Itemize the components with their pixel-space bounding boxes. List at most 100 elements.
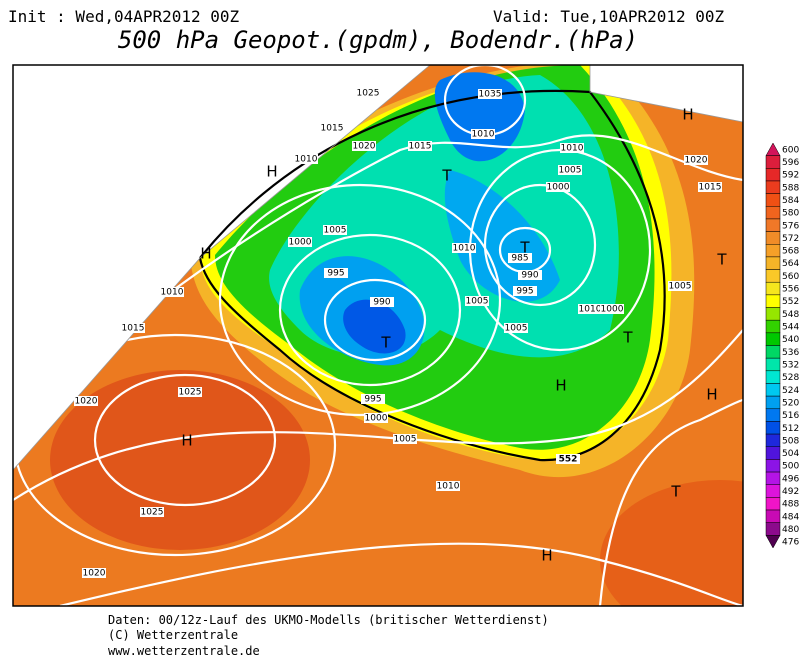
colorbar-label: 508 — [782, 436, 799, 446]
isobar-label: 1015 — [699, 183, 722, 193]
isobar-label-bg — [478, 89, 502, 99]
isobar — [218, 183, 502, 417]
valid-time: Valid: Tue,10APR2012 00Z — [493, 7, 725, 26]
isobar-label: 1025 — [357, 89, 380, 99]
isobar-label-bg — [364, 413, 388, 423]
isobar-label: 1005 — [466, 297, 489, 307]
colorbar-label: 584 — [782, 196, 799, 206]
footer-line: Daten: 00/12z-Lauf des UKMO-Modells (bri… — [108, 613, 549, 627]
colorbar-label: 532 — [782, 360, 799, 370]
colorbar-label: 484 — [782, 512, 799, 522]
isobar — [93, 373, 277, 507]
colorbar-label: 536 — [782, 348, 799, 358]
isobar-label-bg — [288, 237, 312, 247]
colorbar-label: 552 — [782, 297, 799, 307]
colorbar-label: 596 — [782, 158, 799, 168]
isobar-label: 1015 — [321, 124, 344, 134]
map-field — [12, 64, 744, 607]
isobar-label-bg — [320, 123, 344, 133]
colorbar-swatch — [765, 307, 781, 321]
isobar-label: 1005 — [324, 226, 347, 236]
colorbar-label: 568 — [782, 247, 799, 257]
colorbar-swatch — [765, 294, 781, 308]
colorbar-swatch — [765, 408, 781, 422]
colorbar-swatch — [765, 142, 781, 156]
colorbar-label: 524 — [782, 386, 799, 396]
colorbar-swatch — [765, 231, 781, 245]
isobar-label-bg — [393, 434, 417, 444]
isobar-label: 1020 — [353, 142, 376, 152]
colorbar-swatch — [765, 332, 781, 346]
isobar-label-bg — [452, 243, 476, 253]
colorbar-swatch — [765, 497, 781, 511]
colorbar-swatch — [765, 433, 781, 447]
colorbar-label: 564 — [782, 259, 799, 269]
colorbar-label: 592 — [782, 171, 799, 181]
colorbar-label: 492 — [782, 487, 799, 497]
colorbar-swatch — [765, 281, 781, 296]
isobar-label: 1010 — [295, 155, 318, 165]
pressure-center: H — [706, 386, 717, 404]
isobar-label-bg — [361, 394, 385, 404]
pressure-center: T — [622, 329, 633, 347]
isobar-label-bg — [178, 387, 202, 397]
colorbar-swatch — [765, 370, 781, 384]
pressure-center: T — [519, 239, 530, 257]
init-time: Init : Wed,04APR2012 00Z — [8, 7, 240, 26]
isobar-label: 1000 — [601, 305, 624, 315]
isobar-label: 1020 — [83, 569, 106, 579]
isobar — [483, 183, 597, 307]
isobar-label-bg — [578, 304, 602, 314]
isobar-label: 1015 — [409, 142, 432, 152]
isobar-label: 1010 — [453, 244, 476, 254]
field-blue-core — [343, 299, 406, 354]
pressure-center: T — [670, 483, 681, 501]
isobar-label: 995 — [516, 287, 533, 297]
pressure-center: H — [181, 432, 192, 450]
isobar-label-bg — [82, 568, 106, 578]
isobar-label: 1025 — [141, 508, 164, 518]
isobar-label-bg — [324, 268, 348, 278]
colorbar-label: 476 — [782, 538, 799, 548]
field-warm — [50, 370, 310, 550]
isobar-label-bg — [684, 155, 708, 165]
colorbar-label: 600 — [782, 145, 799, 155]
isobar-label-bg — [513, 286, 537, 296]
contour-552 — [198, 89, 666, 462]
colorbar-swatch — [765, 522, 781, 536]
field-fill — [13, 65, 743, 606]
isobar-label: 1005 — [559, 166, 582, 176]
colorbar-swatch — [765, 180, 781, 194]
map-title: 500 hPa Geopot.(gpdm), Bodendr.(hPa) — [118, 26, 638, 54]
colorbar-swatch — [765, 471, 781, 485]
colorbar-swatch — [765, 459, 781, 473]
colorbar-swatch — [765, 168, 781, 182]
colorbar-swatch — [765, 256, 781, 270]
isobar-label-bg — [436, 481, 460, 491]
isobar-label: 985 — [511, 254, 528, 264]
colorbar-label: 504 — [782, 449, 799, 459]
colorbar-label: 560 — [782, 272, 799, 282]
pressure-center: H — [555, 377, 566, 395]
footer-line: (C) Wetterzentrale — [108, 628, 238, 642]
isobar-label-bg — [698, 182, 722, 192]
isobar — [19, 134, 743, 421]
isobar-label: 1005 — [505, 324, 528, 334]
pressure-center: T — [380, 334, 391, 352]
isobar — [598, 398, 743, 606]
colorbar-swatch — [765, 218, 781, 232]
contour-label-bg — [556, 454, 580, 464]
isobar-label: 1000 — [289, 238, 312, 248]
isobar-label: 1000 — [547, 183, 570, 193]
isobar-label: 1025 — [179, 388, 202, 398]
isobar — [323, 278, 427, 362]
isobar-label-bg — [74, 396, 98, 406]
colorbar-swatch — [765, 446, 781, 460]
colorbar-label: 500 — [782, 462, 799, 472]
pressure-center: H — [266, 163, 277, 181]
colorbar-swatch — [765, 244, 781, 258]
footer-line: www.wetterzentrale.de — [108, 644, 260, 658]
colorbar-swatch — [765, 269, 781, 283]
colorbar: 600 596 592 588 584 580 576 572 568 564 560 556 552 5… — [765, 142, 799, 549]
colorbar-swatch — [765, 345, 781, 359]
